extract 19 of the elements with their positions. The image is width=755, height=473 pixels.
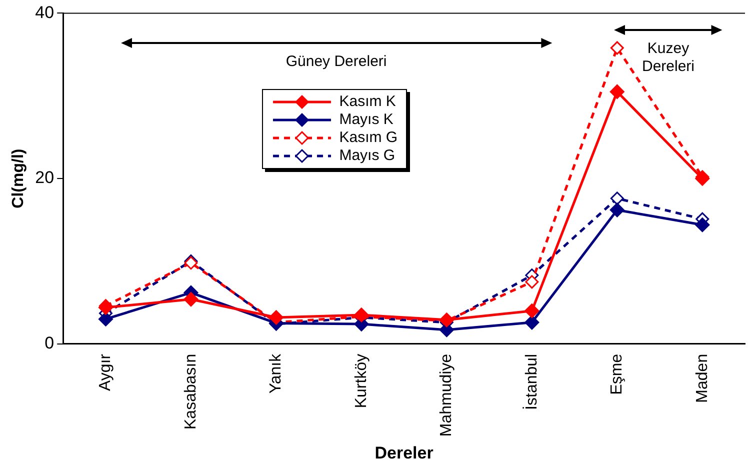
x-tick-label: Yanık	[268, 352, 285, 394]
y-tick-label: 20	[35, 168, 54, 188]
x-tick-label: Kasabasın	[182, 354, 200, 430]
x-tick-label: Mahmudiye	[438, 354, 456, 437]
annotation: Kuzey Dereleri	[640, 40, 696, 76]
annotation: Güney Dereleri	[286, 52, 387, 71]
x-tick-label: Maden	[694, 354, 711, 403]
x-tick-label: İstanbul	[522, 354, 540, 410]
legend-label: Kasım G	[339, 129, 398, 148]
x-tick-label: Kurtköy	[352, 354, 370, 408]
legend-label: Kasım K	[339, 93, 396, 112]
legend-label: Mayıs K	[339, 111, 394, 130]
x-axis-title: Dereler	[374, 443, 434, 462]
y-tick-label: 0	[44, 334, 54, 353]
x-tick-label: Aygır	[97, 353, 114, 391]
y-tick-label: 40	[35, 2, 54, 22]
legend-label: Mayıs G	[339, 147, 396, 166]
x-tick-label: Eşme	[608, 354, 626, 395]
y-axis-title: Cl(mg/l)	[10, 148, 28, 208]
